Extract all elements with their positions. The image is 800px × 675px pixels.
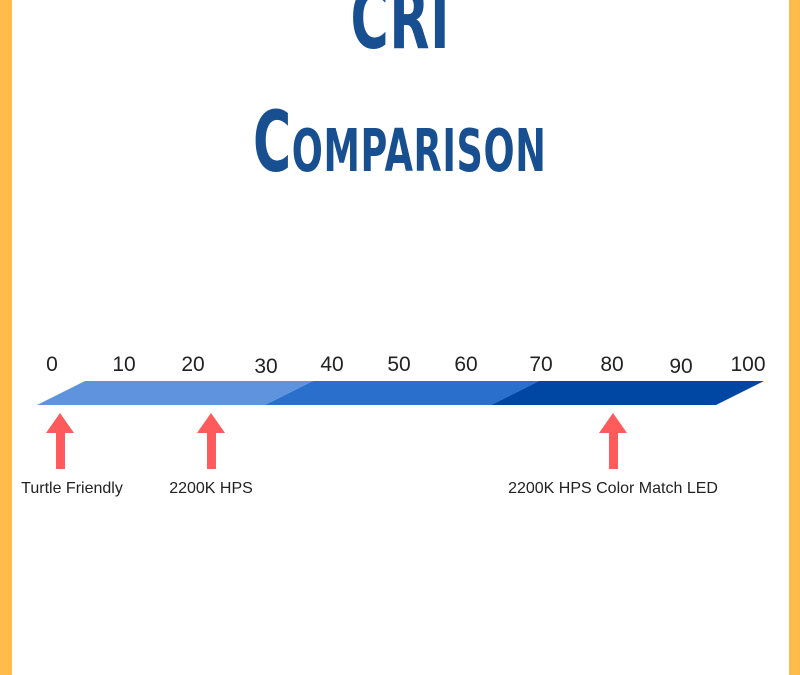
marker-label-color-match-led: 2200K HPS Color Match LED <box>508 480 718 497</box>
tick-40: 40 <box>320 353 344 376</box>
right-frame-border <box>789 0 800 675</box>
title-line-1: CRI <box>0 0 800 68</box>
tick-30: 30 <box>254 355 278 378</box>
tick-60: 60 <box>454 353 478 376</box>
tick-50: 50 <box>387 353 411 376</box>
title-cri: CRI <box>350 0 450 68</box>
arrow-up-icon <box>197 413 225 469</box>
marker-label-2200k-hps: 2200K HPS <box>169 480 253 497</box>
tick-80: 80 <box>600 353 624 376</box>
title-comparison: Comparison <box>253 93 547 191</box>
arrow-up-icon <box>599 413 627 469</box>
arrow-up-icon <box>46 413 74 469</box>
scale-segment-low <box>37 381 313 405</box>
scale-segment-high <box>491 381 764 405</box>
tick-70: 70 <box>529 353 553 376</box>
scale-segment-mid <box>265 381 539 405</box>
tick-20: 20 <box>181 353 205 376</box>
marker-label-turtle-friendly: Turtle Friendly <box>21 480 123 497</box>
left-frame-border <box>0 0 12 675</box>
tick-0: 0 <box>46 353 58 376</box>
tick-10: 10 <box>112 353 136 376</box>
title-line-2: Comparison <box>0 93 800 191</box>
tick-100: 100 <box>730 353 766 376</box>
tick-90: 90 <box>669 355 693 378</box>
